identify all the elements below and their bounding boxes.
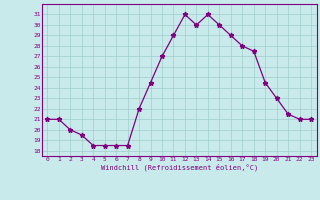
X-axis label: Windchill (Refroidissement éolien,°C): Windchill (Refroidissement éolien,°C) <box>100 163 258 171</box>
